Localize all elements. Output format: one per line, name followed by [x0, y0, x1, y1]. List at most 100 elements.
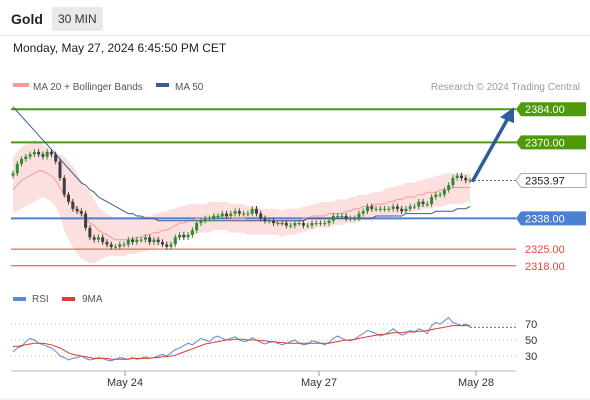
bollinger-band	[13, 140, 470, 264]
candle-body	[88, 227, 92, 238]
level-tag-bg	[516, 135, 586, 150]
candle-body	[58, 161, 62, 179]
candle-body	[404, 208, 408, 212]
candle-body	[220, 213, 224, 216]
rsi-tick-label: 70	[525, 319, 537, 331]
candle-body	[319, 223, 323, 225]
candle-body	[20, 159, 24, 164]
rsi-ma-legend-label: 9MA	[82, 294, 103, 305]
rsi-ma-legend-swatch	[62, 297, 75, 301]
price-plot: 2384.00 2370.00 2353.97 2338.00 2325.00 2318.…	[11, 102, 587, 273]
ma50-line	[12, 106, 471, 222]
x-tick-label: May 28	[458, 377, 494, 389]
candle-body	[348, 218, 352, 220]
candle-body	[32, 151, 36, 155]
candle-body	[237, 211, 241, 214]
candle-body	[455, 175, 459, 179]
candle-body	[246, 213, 250, 215]
candle-body	[143, 237, 147, 240]
candle-body	[314, 223, 318, 225]
header: Gold 30 MIN	[0, 0, 590, 36]
candle-body	[378, 208, 382, 210]
candle-body	[417, 201, 421, 207]
candle-body	[451, 178, 455, 186]
header-divider	[0, 35, 590, 36]
level-tag-label: 2338.00	[525, 213, 565, 225]
candle-body	[152, 239, 156, 243]
candle-body	[421, 201, 425, 205]
candle-body	[267, 220, 271, 222]
candle-body	[233, 211, 237, 214]
candle-body	[361, 211, 365, 214]
candle-body	[225, 213, 229, 216]
x-axis: May 24 May 27 May 28	[107, 371, 494, 389]
candle-body	[280, 223, 284, 225]
candle-body	[216, 215, 220, 217]
candle-body	[259, 213, 263, 219]
candle-body	[28, 154, 32, 157]
candle-body	[254, 208, 258, 214]
candle-body	[242, 213, 246, 215]
candle-body	[79, 211, 83, 214]
candle-body	[310, 223, 314, 226]
x-tick-label: May 24	[107, 377, 143, 389]
candle-body	[11, 173, 15, 176]
candle-body	[438, 194, 442, 196]
timeframe-button[interactable]: 30 MIN	[52, 7, 103, 31]
candle-body	[395, 206, 399, 209]
candle-body	[45, 151, 49, 157]
candle-body	[331, 215, 335, 221]
candle-body	[109, 244, 113, 247]
level-tag-bg	[516, 211, 586, 226]
candle-body	[276, 223, 280, 225]
candle-body	[263, 218, 267, 221]
candle-body	[182, 234, 186, 238]
candle-body	[301, 223, 305, 226]
candle-body	[447, 185, 451, 190]
candle-body	[370, 206, 374, 209]
ma50-legend-swatch	[156, 83, 169, 87]
candle-body	[250, 208, 254, 214]
candle-body	[289, 225, 293, 227]
candle-body	[468, 180, 472, 182]
candle-body	[391, 206, 395, 209]
rsi-tick-label: 50	[525, 335, 537, 347]
candle-body	[229, 213, 233, 216]
ma20-legend-swatch	[13, 83, 29, 87]
candle-body	[156, 239, 160, 243]
candle-body	[114, 246, 118, 248]
candle-body	[400, 208, 404, 212]
candle-body	[165, 244, 169, 247]
candle-body	[15, 163, 19, 174]
candle-body	[336, 215, 340, 217]
candle-body	[186, 234, 190, 238]
candle-body	[306, 225, 310, 227]
candle-body	[84, 213, 88, 228]
candle-body	[464, 178, 468, 181]
candle-body	[199, 220, 203, 224]
instrument-title: Gold	[11, 11, 43, 27]
candle-body	[195, 223, 199, 231]
candle-body	[207, 218, 211, 220]
candle-body	[430, 196, 434, 205]
candle-body	[365, 206, 369, 212]
candle-body	[49, 151, 53, 155]
candle-body	[272, 220, 276, 224]
ma20-line	[12, 170, 470, 241]
candle-body	[178, 234, 182, 238]
level-tag-bg	[516, 102, 586, 117]
candle-body	[412, 206, 416, 208]
level-tag-label: 2353.97	[525, 175, 565, 187]
candle-body	[425, 204, 429, 206]
rsi-plot: 70 50 30	[11, 316, 537, 363]
candle-body	[442, 189, 446, 195]
level-tag-label: 2384.00	[525, 104, 565, 116]
candle-body	[41, 154, 45, 157]
level-tag-label: 2325.00	[525, 244, 565, 256]
candle-body	[297, 223, 301, 225]
candle-body	[139, 239, 143, 241]
candle-body	[344, 215, 348, 219]
candle-body	[160, 242, 164, 245]
x-tick-label: May 27	[301, 377, 337, 389]
